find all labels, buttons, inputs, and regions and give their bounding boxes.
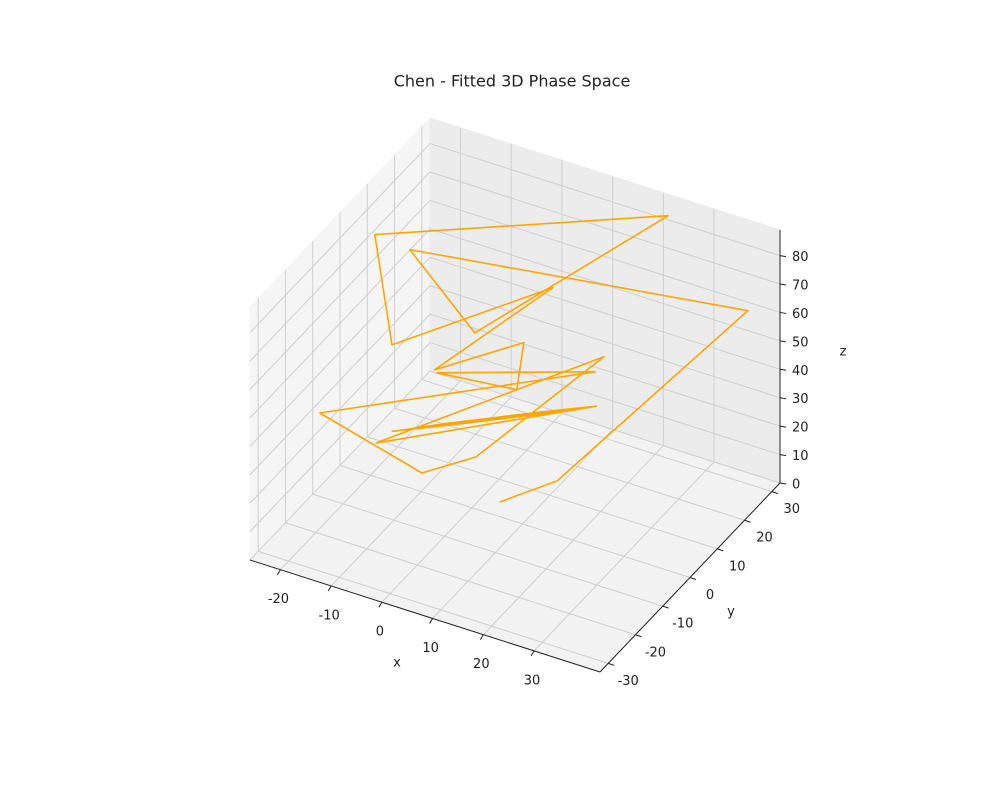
grid-line — [429, 256, 781, 370]
grid-line — [429, 285, 781, 399]
grid-line — [249, 342, 431, 532]
x-tick — [378, 601, 383, 608]
grid-line — [285, 522, 636, 636]
grid-line — [429, 370, 781, 484]
y-tick — [744, 519, 751, 523]
y-axis-label: y — [727, 605, 735, 620]
grid-line — [249, 256, 431, 447]
grid-line — [249, 171, 431, 362]
y-tick-label: 0 — [706, 588, 714, 603]
z-tick-label: 70 — [792, 279, 809, 294]
z-tick — [779, 397, 787, 400]
x-tick — [479, 634, 484, 640]
plot-area — [319, 214, 749, 503]
grid-line — [421, 379, 772, 493]
y-tick-label: 30 — [784, 502, 801, 517]
x-tick-label: -10 — [319, 608, 340, 623]
grid-line — [429, 199, 781, 313]
y-tick-label: -30 — [618, 674, 639, 689]
trajectory-line — [319, 214, 749, 503]
x-tick — [429, 618, 434, 624]
z-tick-label: 20 — [792, 421, 809, 436]
grid-line — [249, 370, 431, 561]
z-tick — [779, 425, 787, 428]
grid-line — [339, 465, 691, 578]
z-tick-label: 30 — [792, 392, 809, 407]
grid-line — [249, 313, 431, 504]
z-tick-label: 40 — [792, 364, 809, 379]
x-tick — [277, 569, 281, 575]
z-tick — [779, 283, 787, 286]
grid-line — [367, 436, 718, 550]
x-tick-label: 0 — [376, 625, 384, 640]
z-tick-label: 10 — [792, 449, 809, 464]
y-tick-label: -20 — [645, 645, 666, 660]
x-tick-label: -20 — [268, 592, 289, 607]
y-tick-label: 10 — [729, 559, 746, 574]
z-tick-label: 0 — [792, 478, 800, 493]
grid-line — [249, 200, 431, 390]
grid-line — [312, 493, 663, 607]
z-tick — [779, 482, 787, 485]
y-tick — [608, 662, 615, 666]
grid-line — [429, 143, 781, 257]
x-tick — [327, 585, 332, 592]
grid-line — [258, 550, 609, 664]
x-axis-label: x — [393, 656, 401, 671]
grid-line — [429, 171, 781, 285]
grid-line — [249, 143, 431, 333]
y-tick — [689, 577, 697, 580]
z-tick — [779, 255, 787, 258]
y-tick — [635, 634, 642, 638]
z-axis-label: z — [840, 345, 847, 360]
x-tick-label: 10 — [422, 641, 439, 656]
grid-line — [249, 228, 431, 419]
z-tick — [779, 368, 787, 371]
chart-title: Chen - Fitted 3D Phase Space — [394, 72, 631, 91]
y-tick — [662, 605, 669, 609]
x-tick — [530, 650, 535, 657]
x-axis-line — [249, 559, 601, 673]
x-tick-label: 20 — [473, 657, 490, 672]
x-tick-label: 30 — [524, 673, 541, 688]
axes: -20 -10 0 10 20 30 -30 -20 -10 0 10 20 30 0 10 20 30 40 50… — [249, 230, 809, 689]
z-tick — [779, 311, 787, 314]
y-tick-label: -10 — [672, 617, 693, 632]
grid-line — [249, 285, 431, 476]
z-tick-label: 60 — [792, 307, 809, 322]
grid-line — [429, 342, 781, 456]
grid-line — [394, 407, 745, 521]
z-tick — [779, 340, 787, 343]
z-tick — [779, 454, 787, 457]
y-tick — [771, 491, 778, 495]
z-tick-label: 80 — [792, 250, 809, 265]
z-tick-label: 50 — [792, 335, 809, 350]
y-tick-label: 20 — [756, 531, 773, 546]
y-tick — [717, 548, 724, 552]
